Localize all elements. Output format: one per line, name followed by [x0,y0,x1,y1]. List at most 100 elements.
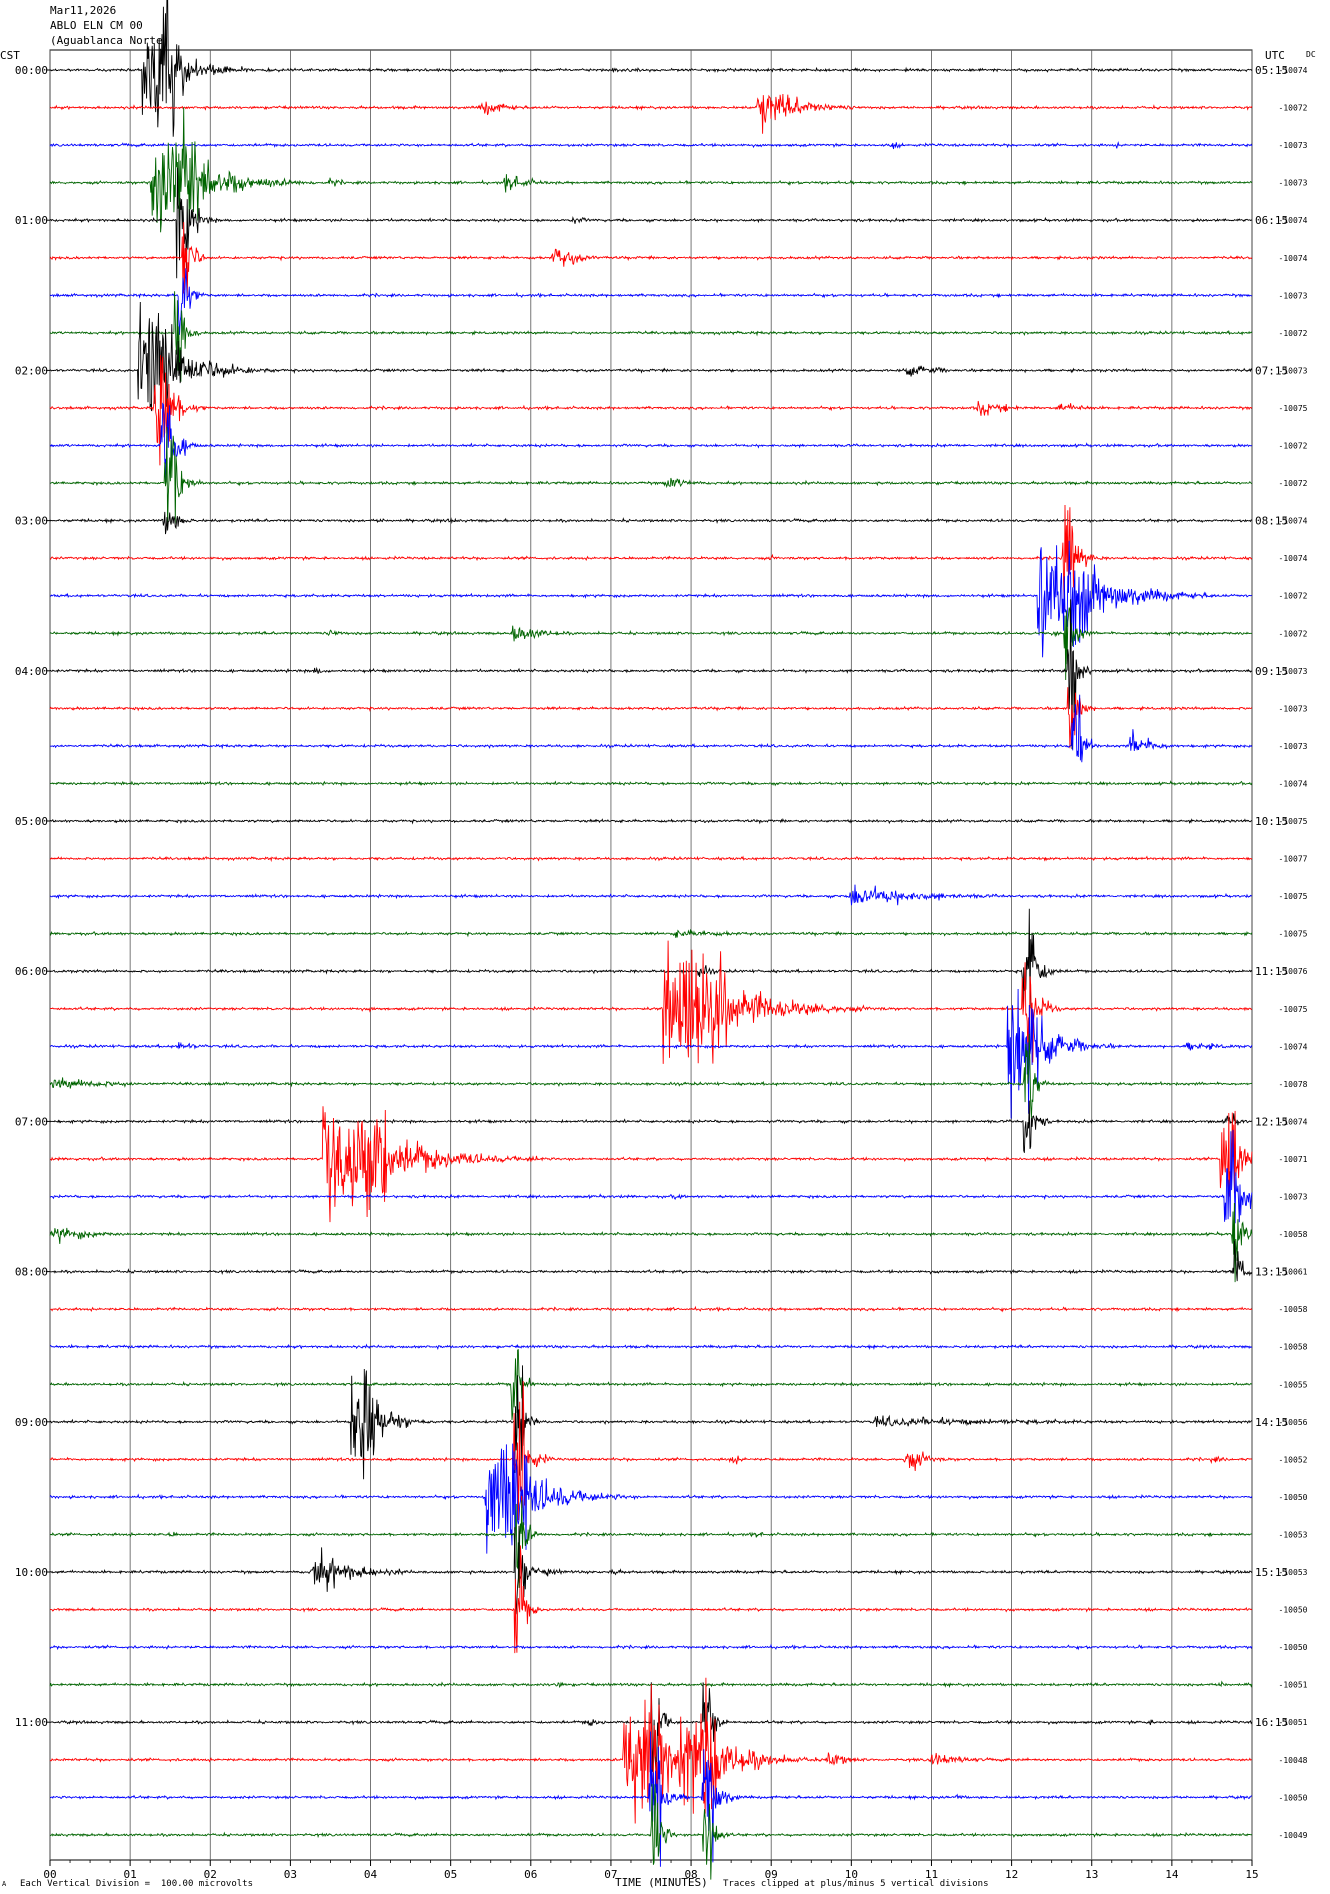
trace-line [49,0,1253,137]
trace-line [49,1677,1253,1824]
x-tick-label: 07 [604,1868,617,1881]
dc-offset-label: -10072 [1279,442,1308,451]
trace-line [49,1343,1253,1351]
dc-offset-label: -10076 [1279,967,1308,976]
corner-mark: A [2,1880,7,1888]
trace-line [49,1129,1253,1224]
dc-offset-label: -10050 [1279,1793,1308,1802]
trace-line [49,141,1253,150]
dc-offset-label: -10072 [1279,592,1308,601]
dc-offset-label: -10075 [1279,404,1308,413]
trace-line [49,540,1252,658]
trace-line [49,780,1253,787]
trace-line [49,1643,1253,1651]
dc-offset-label: -10056 [1279,1418,1308,1427]
x-tick-label: 02 [204,1868,217,1881]
left-zone-label: CST [0,49,20,62]
left-hour-label: 03:00 [15,515,48,528]
right-hour-label: 09:15 [1255,665,1288,678]
trace-line [49,1545,1253,1654]
trace-line [49,1500,1252,1588]
dc-offset-label: -10073 [1279,704,1308,713]
left-hour-label: 05:00 [15,815,48,828]
trace-line [49,1443,1253,1554]
x-tick-label: 06 [524,1868,537,1881]
dc-offset-label: -10075 [1279,892,1308,901]
trace-line [49,818,1252,825]
left-hour-label: 11:00 [15,1716,48,1729]
dc-offset-label: -10075 [1279,1005,1308,1014]
trace-line [49,402,1253,482]
left-hour-label: 00:00 [15,64,48,77]
dc-offset-label: -10073 [1279,141,1308,150]
dc-offset-label: -10050 [1279,1643,1308,1652]
dc-offset-label: -10074 [1279,1117,1308,1126]
dc-offset-label: -10049 [1279,1831,1308,1840]
dc-offset-label: -10078 [1279,1080,1308,1089]
dc-offset-label: -10074 [1279,1042,1308,1051]
x-tick-label: 00 [43,1868,56,1881]
trace-line [49,301,1253,412]
x-tick-label: 12 [1005,1868,1018,1881]
x-tick-label: 14 [1165,1868,1179,1881]
trace-line [49,1202,1253,1283]
dc-offset-label: -10051 [1279,1681,1308,1690]
trace-line [49,908,1253,1012]
trace-line [49,694,1253,763]
trace-line [50,940,1253,1064]
right-hour-label: 12:15 [1255,1115,1288,1128]
dc-offset-label: -10074 [1279,216,1308,225]
right-hour-label: 05:15 [1255,64,1288,77]
x-axis-label: TIME (MINUTES) [615,1876,708,1889]
left-hour-label: 01:00 [15,214,48,227]
trace-line [49,1106,1253,1223]
dc-offset-label: -10072 [1279,479,1308,488]
trace-line [49,1783,1253,1880]
trace-line [49,1305,1253,1313]
dc-offset-label: -10058 [1279,1343,1308,1352]
scale-note: Each Vertical Division = 100.00 microvol… [20,1879,253,1889]
right-hour-label: 13:15 [1255,1266,1288,1279]
left-hour-label: 08:00 [15,1266,48,1279]
trace-line [49,855,1253,863]
trace-line [49,355,1253,466]
grid-lines [46,49,1253,1866]
trace-line [49,107,1253,233]
dc-offset-label: -10055 [1279,1380,1308,1389]
x-tick-label: 01 [124,1868,137,1881]
right-hour-label: 14:15 [1255,1416,1288,1429]
dc-offset-label: -10048 [1279,1756,1308,1765]
dc-offset-label: -10073 [1279,291,1308,300]
trace-line [49,1525,1253,1615]
dc-offset-label: -10050 [1279,1493,1308,1502]
axis-labels: 00 01 02 03 04 05 06 07 08 09 10 11 12 13 14 15 -10074 00… [15,64,1308,1881]
trace-line [49,884,1253,906]
dc-offset-label: -10072 [1279,329,1308,338]
trace-line [49,291,1253,382]
trace-line [49,599,1253,750]
trace-line [49,511,1253,535]
x-tick-label: 09 [765,1868,778,1881]
dc-offset-label: -10052 [1279,1455,1308,1464]
dc-offset-label: -10073 [1279,366,1308,375]
trace-line [49,988,1253,1119]
dc-offset-label: -10050 [1279,1606,1308,1615]
right-zone-label: UTC [1265,49,1285,62]
left-hour-label: 07:00 [15,1115,48,1128]
right-hour-label: 07:15 [1255,364,1288,377]
dc-offset-label: -10074 [1279,779,1308,788]
left-hour-label: 06:00 [15,965,48,978]
trace-line [49,1100,1253,1153]
clip-note: Traces clipped at plus/minus 5 vertical … [723,1879,989,1889]
dc-offset-label: -10051 [1279,1718,1308,1727]
dc-offset-label: -10074 [1279,517,1308,526]
x-tick-label: 15 [1245,1868,1258,1881]
dc-offset-label: -10053 [1279,1530,1308,1539]
dc-offset-label: -10074 [1279,254,1308,263]
dc-offset-label: -10072 [1279,629,1308,638]
plot-frame [49,49,1253,1861]
seismic-traces [49,0,1253,1880]
x-tick-label: 03 [284,1868,297,1881]
trace-line [49,1240,1253,1282]
